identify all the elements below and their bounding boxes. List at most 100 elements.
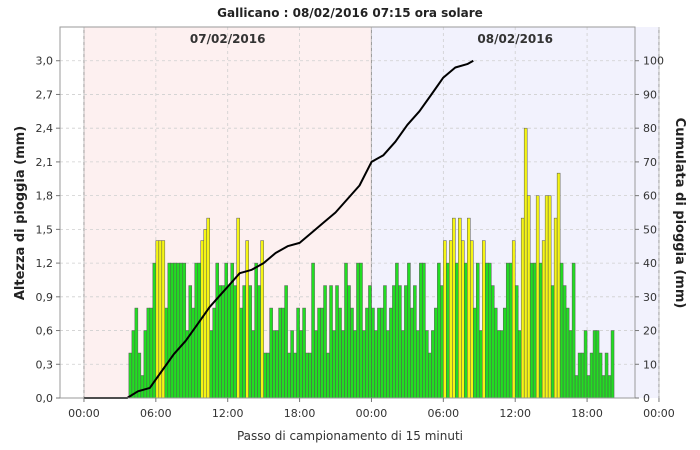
rain-bar bbox=[350, 307, 354, 399]
rain-bar bbox=[535, 195, 540, 399]
rain-bar bbox=[374, 330, 378, 399]
x-tick-label: 18:00 bbox=[284, 407, 316, 420]
rain-bar bbox=[574, 375, 579, 399]
rain-bar bbox=[383, 285, 387, 399]
y-left-tick-label: 3,0 bbox=[36, 55, 54, 68]
rain-bar bbox=[188, 285, 193, 399]
rain-bar bbox=[386, 330, 390, 399]
rain-bar bbox=[553, 217, 558, 399]
plot-frame bbox=[59, 26, 636, 399]
rain-bar bbox=[212, 307, 216, 399]
rain-bar bbox=[541, 240, 546, 399]
rain-bar bbox=[511, 240, 516, 399]
rain-bar bbox=[389, 307, 393, 399]
rain-bar bbox=[485, 262, 489, 399]
cumulative-line-group bbox=[84, 59, 474, 399]
rain-bar bbox=[311, 262, 315, 399]
rain-bar bbox=[607, 375, 612, 399]
rain-bar bbox=[467, 217, 471, 399]
y-axis-left-label: Altezza di pioggia (mm) bbox=[13, 126, 28, 300]
rain-bar bbox=[365, 307, 369, 399]
rain-bar bbox=[410, 307, 414, 399]
rain-bar bbox=[508, 262, 513, 399]
rain-bar bbox=[604, 352, 609, 399]
rain-bar bbox=[254, 262, 258, 399]
x-tick-label: 06:00 bbox=[427, 407, 459, 420]
rain-bar bbox=[488, 262, 492, 399]
rain-bar bbox=[242, 285, 246, 399]
x-axis-label: Passo di campionamento di 15 minuti bbox=[237, 429, 463, 443]
rain-bar bbox=[218, 285, 222, 399]
rain-bar bbox=[476, 262, 480, 399]
y-right-tick-label: 20 bbox=[643, 325, 657, 338]
cumulative-line bbox=[84, 59, 474, 399]
rain-bar bbox=[209, 330, 213, 399]
rain-bar bbox=[359, 262, 363, 399]
y-axis-right-label: Cumulata di pioggia (mm) bbox=[672, 118, 687, 309]
rain-bar bbox=[491, 285, 495, 399]
rain-bar bbox=[419, 262, 423, 399]
rain-bar bbox=[428, 352, 432, 399]
rain-bar bbox=[407, 262, 411, 399]
rain-bar bbox=[473, 307, 477, 399]
y-right-tick-label: 60 bbox=[643, 190, 657, 203]
rain-bar bbox=[362, 330, 366, 399]
rain-bar bbox=[347, 285, 351, 399]
y-right-tick-label: 0 bbox=[643, 392, 650, 405]
rain-bar bbox=[461, 240, 465, 399]
rain-bar bbox=[167, 262, 172, 399]
y-right-tick-label: 80 bbox=[643, 122, 657, 135]
rain-bar bbox=[266, 352, 270, 399]
rain-bar bbox=[128, 352, 133, 399]
left-axis: 0,0 0,3 0,6 0,9 1,2 1,5 1,8 2,1 2,4 2,7 3,0 bbox=[36, 55, 60, 405]
x-tick-label: 00:00 bbox=[68, 407, 100, 420]
rain-bar bbox=[452, 217, 456, 399]
x-tick-label: 00:00 bbox=[356, 407, 388, 420]
rain-bar bbox=[251, 330, 255, 399]
rain-bar bbox=[493, 307, 498, 399]
chart-title: Gallicano : 08/02/2016 07:15 ora solare bbox=[217, 6, 483, 20]
rain-bar bbox=[431, 330, 435, 399]
rain-bar bbox=[601, 375, 606, 399]
x-tick-label: 12:00 bbox=[212, 407, 244, 420]
rain-bar bbox=[320, 307, 324, 399]
y-left-tick-label: 2,7 bbox=[36, 88, 54, 101]
rain-bar bbox=[449, 240, 453, 399]
rain-bar bbox=[577, 352, 582, 399]
rain-bar bbox=[565, 307, 570, 399]
x-tick-label: 06:00 bbox=[140, 407, 172, 420]
rain-bar bbox=[422, 262, 426, 399]
rain-bar bbox=[520, 217, 525, 399]
y-left-tick-label: 0,0 bbox=[36, 392, 54, 405]
rain-bar bbox=[371, 307, 375, 399]
rain-bar bbox=[544, 195, 549, 399]
rain-bar bbox=[559, 262, 564, 399]
rain-bar bbox=[568, 330, 573, 399]
rain-bar bbox=[323, 285, 327, 399]
rain-bar bbox=[296, 307, 300, 399]
rain-bar bbox=[305, 352, 309, 399]
rain-bar bbox=[505, 262, 510, 399]
rain-bar bbox=[395, 262, 399, 399]
rain-bar bbox=[517, 330, 522, 399]
rain-bar bbox=[562, 285, 567, 399]
rain-bar bbox=[275, 330, 279, 399]
x-tick-label: 12:00 bbox=[499, 407, 531, 420]
rain-bar bbox=[446, 262, 450, 399]
rain-bar bbox=[398, 285, 402, 399]
rain-bar bbox=[425, 330, 429, 399]
rain-bar bbox=[538, 262, 543, 399]
y-left-tick-label: 0,9 bbox=[36, 291, 54, 304]
rain-bar bbox=[257, 285, 261, 399]
y-left-tick-label: 1,5 bbox=[36, 223, 54, 236]
rain-bar bbox=[233, 285, 237, 399]
rain-bar bbox=[598, 352, 603, 399]
rain-bar bbox=[458, 217, 462, 399]
rain-bar bbox=[263, 352, 267, 399]
rain-bar bbox=[580, 352, 585, 399]
y-right-tick-label: 70 bbox=[643, 156, 657, 169]
y-left-tick-label: 2,1 bbox=[36, 156, 54, 169]
rain-bar bbox=[236, 217, 240, 399]
rain-bar bbox=[197, 262, 202, 399]
rain-bar bbox=[571, 262, 576, 399]
